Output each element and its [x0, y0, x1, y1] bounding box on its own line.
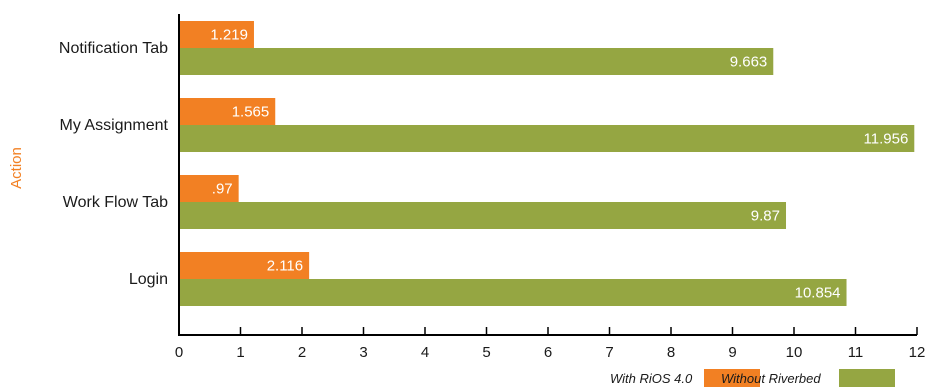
x-tick-label-12: 12	[909, 344, 926, 361]
x-tick-label-5: 5	[482, 344, 490, 361]
data-label-without-riverbed-work-flow-tab: 9.87	[751, 208, 780, 225]
legend-without-riverbed: Without Riverbed	[721, 369, 895, 387]
legend-label-with-rios: With RiOS 4.0	[610, 370, 693, 386]
bar-without-riverbed-my-assignment	[179, 125, 915, 152]
bar-without-riverbed-work-flow-tab	[179, 202, 787, 229]
legend-swatch-without-riverbed	[838, 369, 895, 387]
bar-with-rios-4-0-notification-tab	[179, 21, 254, 48]
x-tick-label-10: 10	[786, 344, 803, 361]
data-label-with-rios-4-0-work-flow-tab: .97	[212, 181, 233, 198]
x-tick-label-1: 1	[236, 344, 244, 361]
legend-label-without-riverbed: Without Riverbed	[721, 370, 821, 386]
bar-without-riverbed-login	[179, 279, 847, 306]
x-tick-label-8: 8	[667, 344, 675, 361]
category-label-login: Login	[129, 271, 168, 288]
bar-without-riverbed-notification-tab	[179, 48, 774, 75]
x-tick-label-2: 2	[298, 344, 306, 361]
data-label-with-rios-4-0-login: 2.116	[267, 258, 303, 275]
bar-with-rios-4-0-login	[179, 252, 310, 279]
x-tick-label-3: 3	[359, 344, 367, 361]
x-tick-label-7: 7	[605, 344, 613, 361]
bar-with-rios-4-0-work-flow-tab	[179, 175, 239, 202]
legend-with-rios: With RiOS 4.0	[610, 369, 761, 387]
category-label-work-flow-tab: Work Flow Tab	[63, 194, 168, 211]
bar-with-rios-4-0-my-assignment	[179, 98, 276, 125]
x-tick-label-0: 0	[175, 344, 183, 361]
x-tick-label-11: 11	[848, 344, 864, 361]
data-label-with-rios-4-0-my-assignment: 1.565	[232, 104, 270, 121]
data-label-without-riverbed-my-assignment: 11.956	[864, 131, 909, 148]
data-label-without-riverbed-login: 10.854	[795, 285, 841, 302]
x-tick-label-9: 9	[728, 344, 736, 361]
x-tick-label-4: 4	[421, 344, 429, 361]
category-label-my-assignment: My Assignment	[60, 117, 169, 134]
x-tick-label-6: 6	[544, 344, 552, 361]
legend-swatch-with-rios	[704, 369, 761, 387]
data-label-without-riverbed-notification-tab: 9.663	[730, 54, 768, 71]
y-axis-title: Action	[8, 147, 25, 189]
category-label-notification-tab: Notification Tab	[59, 40, 168, 57]
data-label-with-rios-4-0-notification-tab: 1.219	[210, 27, 248, 44]
